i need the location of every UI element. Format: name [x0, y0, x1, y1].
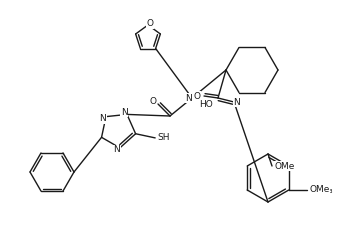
Text: N: N [234, 98, 240, 106]
Text: O: O [193, 91, 201, 101]
Text: N: N [121, 108, 127, 117]
Text: N: N [114, 145, 120, 154]
Text: OMe: OMe [310, 185, 330, 193]
Text: OMe: OMe [275, 162, 295, 170]
Text: CH₃: CH₃ [317, 185, 333, 194]
Text: N: N [99, 114, 106, 123]
Text: HO: HO [199, 100, 213, 108]
Text: N: N [186, 94, 192, 103]
Text: O: O [147, 20, 153, 28]
Text: O: O [150, 97, 156, 105]
Text: SH: SH [157, 133, 170, 143]
Text: N: N [121, 108, 127, 117]
Text: O: O [312, 185, 319, 194]
